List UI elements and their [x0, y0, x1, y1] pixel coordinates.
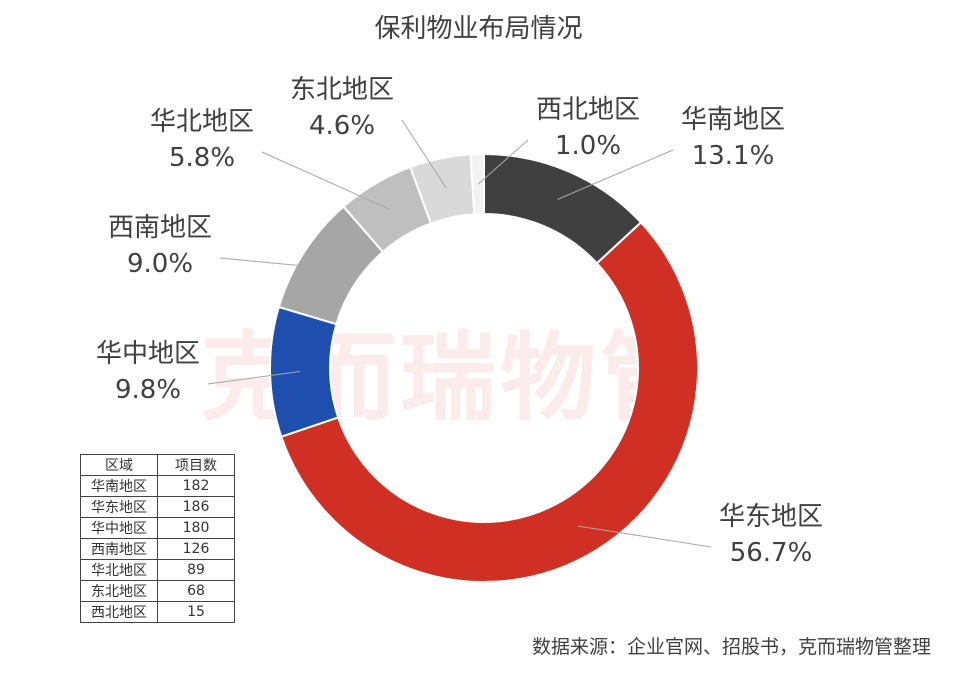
slice-name-label: 华南地区	[681, 105, 785, 135]
region-project-table: 区域 项目数 华南地区 182 华东地区 186 华中地区 180 西南地区 126 华…	[80, 454, 235, 623]
leader-line	[578, 525, 712, 548]
slice-name-label: 华北地区	[150, 107, 254, 137]
slice-value-label: 9.0%	[127, 249, 193, 279]
slice-value-label: 13.1%	[692, 141, 775, 171]
slice-name-label: 东北地区	[290, 75, 394, 105]
table-cell-region: 西北地区	[80, 601, 158, 623]
leader-line	[477, 139, 529, 185]
slice-value-label: 5.8%	[169, 143, 235, 173]
leader-line	[557, 149, 674, 200]
table-cell-region: 华东地区	[80, 496, 158, 518]
leader-line	[207, 370, 301, 385]
table-header-row: 区域 项目数	[80, 454, 235, 476]
donut-slice	[280, 221, 699, 583]
leader-line	[219, 257, 330, 269]
table-row: 华南地区 182	[80, 475, 235, 497]
table-cell-count: 68	[157, 580, 235, 602]
leader-line	[261, 151, 391, 211]
table-cell-count: 15	[157, 601, 235, 623]
chart-title: 保利物业布局情况	[374, 14, 583, 44]
table-row: 华东地区 186	[80, 496, 235, 518]
leader-line	[401, 119, 447, 189]
slice-value-label: 1.0%	[555, 131, 621, 161]
table-cell-region: 华中地区	[80, 517, 158, 539]
table-cell-count: 180	[157, 517, 235, 539]
table-cell-region: 东北地区	[80, 580, 158, 602]
table-row: 华中地区 180	[80, 517, 235, 539]
table-cell-region: 华北地区	[80, 559, 158, 581]
table-cell-count: 89	[157, 559, 235, 581]
table-header-count: 项目数	[157, 454, 235, 476]
table-row: 华北地区 89	[80, 559, 235, 581]
table-cell-count: 186	[157, 496, 235, 518]
table-cell-region: 华南地区	[80, 475, 158, 497]
table-cell-count: 126	[157, 538, 235, 560]
slice-value-label: 9.8%	[115, 375, 181, 405]
slice-name-label: 西南地区	[108, 213, 212, 243]
source-note: 数据来源：企业官网、招股书，克而瑞物管整理	[531, 636, 931, 658]
table-cell-region: 西南地区	[80, 538, 158, 560]
table-header-region: 区域	[80, 454, 158, 476]
slice-value-label: 4.6%	[309, 111, 375, 141]
donut-slice	[269, 305, 340, 438]
slice-name-label: 华东地区	[719, 502, 823, 532]
table-row: 西南地区 126	[80, 538, 235, 560]
donut-slice	[469, 152, 485, 216]
table-row: 西北地区 15	[80, 601, 235, 623]
slice-value-label: 56.7%	[730, 538, 813, 568]
slice-name-label: 西北地区	[536, 95, 640, 125]
slice-name-label: 华中地区	[96, 339, 200, 369]
table-cell-count: 182	[157, 475, 235, 497]
table-row: 东北地区 68	[80, 580, 235, 602]
